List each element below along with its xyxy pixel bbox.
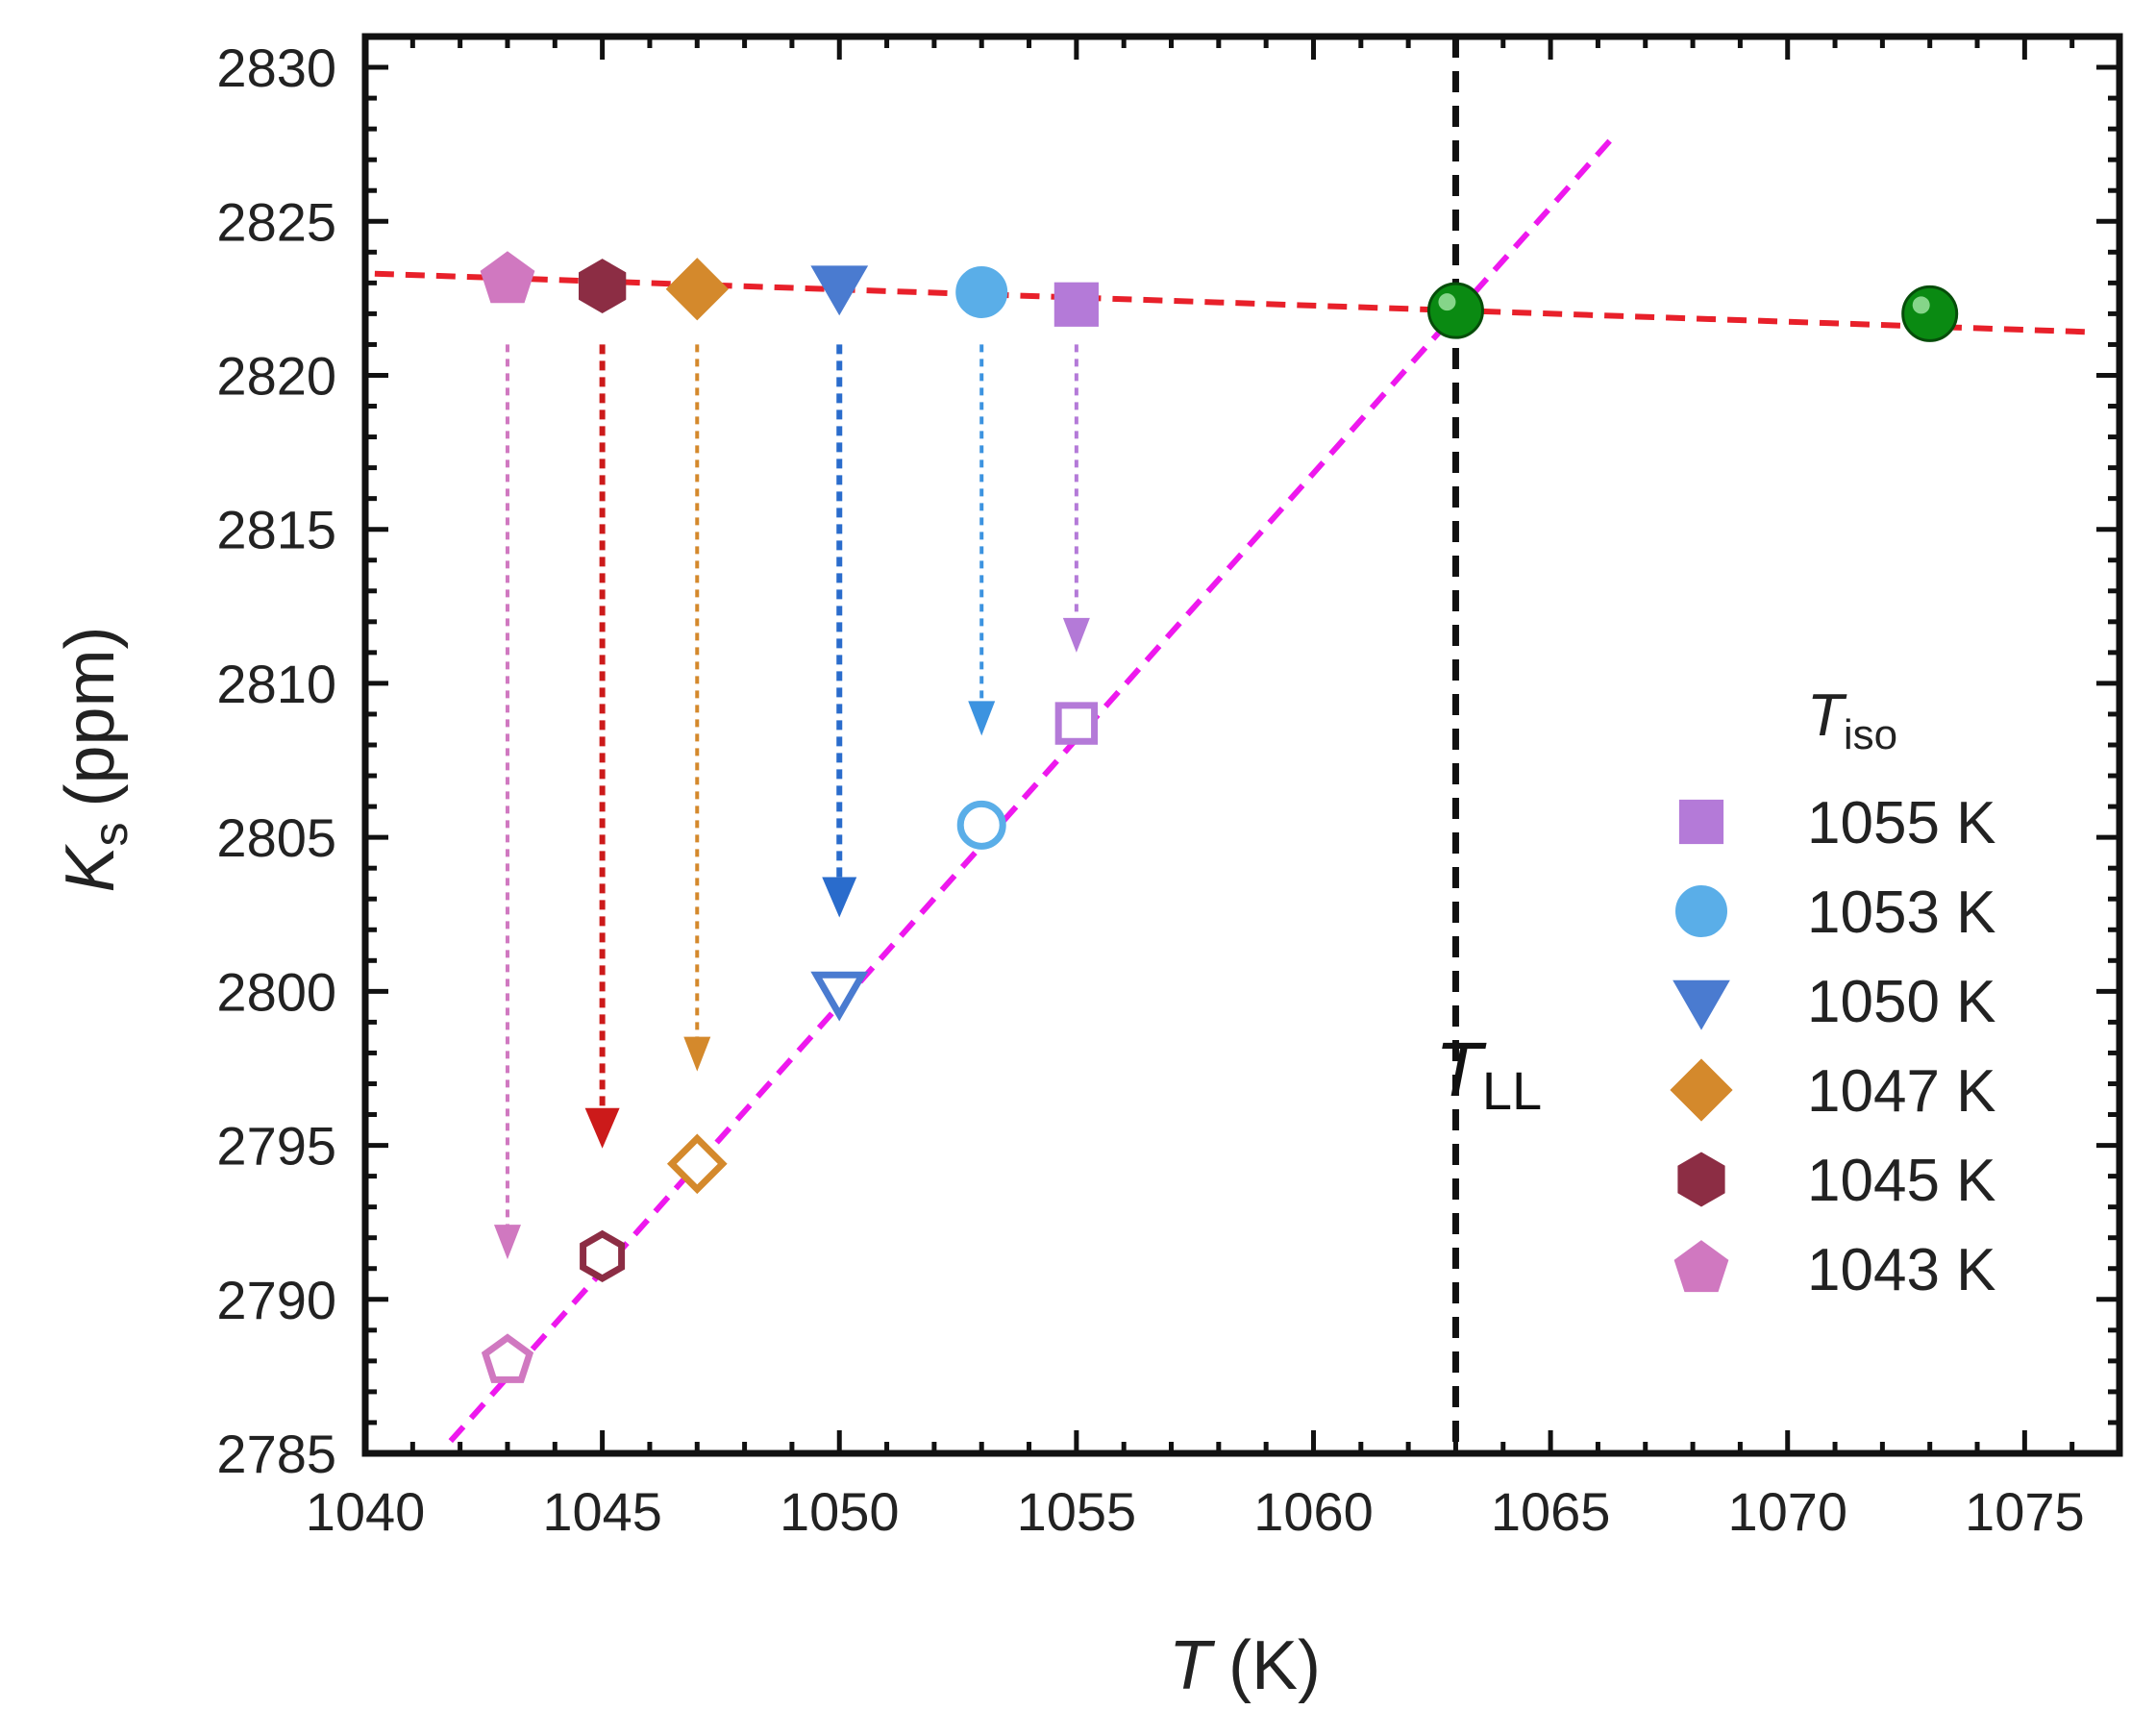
y-axis-subscript: s xyxy=(84,822,137,846)
open-point-1050 xyxy=(810,971,869,1022)
legend-title-symbol: T xyxy=(1807,682,1847,749)
y-tick-label: 2830 xyxy=(216,37,336,98)
green-point-highlight-2 xyxy=(1912,296,1930,314)
y-axis-unit: (ppm) xyxy=(52,626,129,806)
green-point-highlight-1 xyxy=(1438,293,1456,311)
y-tick-label: 2820 xyxy=(216,345,336,406)
x-tick-label: 1075 xyxy=(1965,1481,2085,1542)
arrow-head-1055 xyxy=(1062,617,1090,653)
green-point-1 xyxy=(1426,282,1484,339)
legend-marker-1055 xyxy=(1678,799,1724,845)
t-ll-subscript: LL xyxy=(1482,1060,1542,1121)
x-tick-label: 1040 xyxy=(306,1481,426,1542)
x-tick-label: 1045 xyxy=(542,1481,662,1542)
y-tick-label: 2795 xyxy=(216,1116,336,1177)
x-axis-title: T (K) xyxy=(1169,1627,1321,1704)
y-axis-symbol: K xyxy=(52,844,129,893)
open-point-1055 xyxy=(1054,702,1099,745)
legend-title-subscript: iso xyxy=(1844,711,1897,758)
arrow-head-1047 xyxy=(683,1036,711,1072)
legend-marker-1047 xyxy=(1670,1058,1733,1122)
t-ll-label: TLL xyxy=(1435,1027,1542,1121)
filled-point-1043 xyxy=(480,251,535,304)
legend: Tiso 1055 K 1053 K 1050 K 1047 K 1045 K 1043 … xyxy=(1670,682,1996,1303)
x-tick-label: 1055 xyxy=(1017,1481,1137,1542)
legend-marker-1050 xyxy=(1673,979,1730,1030)
green-point-2 xyxy=(1901,285,1959,342)
data-points xyxy=(480,251,1959,1383)
legend-item-1043: 1043 K xyxy=(1673,1237,1996,1303)
x-axis-unit: (K) xyxy=(1228,1627,1321,1704)
legend-label-1055: 1055 K xyxy=(1807,790,1996,856)
legend-items: 1055 K 1053 K 1050 K 1047 K 1045 K 1043 K xyxy=(1670,790,1996,1303)
legend-item-1045: 1045 K xyxy=(1677,1148,1996,1214)
filled-point-1055 xyxy=(1053,282,1099,327)
open-point-1043 xyxy=(481,1333,534,1383)
x-tick-label: 1065 xyxy=(1491,1481,1611,1542)
open-point-1047 xyxy=(666,1133,728,1195)
legend-title: Tiso xyxy=(1807,682,1897,758)
y-tick-label: 2790 xyxy=(216,1270,336,1330)
fit-lines xyxy=(374,37,2096,1453)
legend-item-1055: 1055 K xyxy=(1678,790,1996,856)
t-ll-symbol: T xyxy=(1435,1027,1487,1112)
axes: 1040 1045 1050 1055 1060 1065 1070 1075 2785 2790… xyxy=(216,33,2123,1542)
transition-arrows xyxy=(493,344,1090,1260)
filled-point-1053 xyxy=(955,265,1008,318)
fit-line-liquid-fit xyxy=(374,270,2096,335)
open-point-1045 xyxy=(580,1229,626,1283)
y-tick-label: 2805 xyxy=(216,807,336,868)
arrow-head-1050 xyxy=(822,877,857,918)
y-tick-label: 2825 xyxy=(216,191,336,252)
legend-marker-1045 xyxy=(1677,1152,1725,1207)
y-tick-label: 2810 xyxy=(216,654,336,714)
arrow-head-1053 xyxy=(968,701,996,736)
x-tick-label: 1060 xyxy=(1253,1481,1374,1542)
legend-item-1047: 1047 K xyxy=(1670,1058,1996,1125)
legend-marker-1043 xyxy=(1673,1240,1729,1293)
legend-marker-1053 xyxy=(1675,885,1727,937)
legend-label-1045: 1045 K xyxy=(1807,1148,1996,1214)
legend-label-1050: 1050 K xyxy=(1807,969,1996,1035)
arrow-head-1045 xyxy=(584,1107,620,1149)
open-point-1053 xyxy=(956,800,1006,850)
y-tick-label: 2785 xyxy=(216,1424,336,1484)
arrow-head-1043 xyxy=(493,1225,521,1260)
x-axis-symbol: T xyxy=(1169,1627,1216,1704)
legend-item-1053: 1053 K xyxy=(1675,880,1996,946)
legend-label-1053: 1053 K xyxy=(1807,880,1996,946)
legend-item-1050: 1050 K xyxy=(1673,969,1996,1035)
x-tick-label: 1070 xyxy=(1727,1481,1847,1542)
y-axis-title: Ks (ppm) xyxy=(52,626,137,892)
filled-point-1047 xyxy=(665,258,729,321)
filled-point-1050 xyxy=(810,265,869,316)
fit-line-supercooled-fit xyxy=(448,136,1615,1444)
y-tick-label: 2815 xyxy=(216,500,336,560)
filled-point-1045 xyxy=(579,259,627,314)
legend-label-1043: 1043 K xyxy=(1807,1237,1996,1303)
x-tick-label: 1050 xyxy=(780,1481,900,1542)
legend-label-1047: 1047 K xyxy=(1807,1058,1996,1125)
y-tick-label: 2800 xyxy=(216,961,336,1022)
